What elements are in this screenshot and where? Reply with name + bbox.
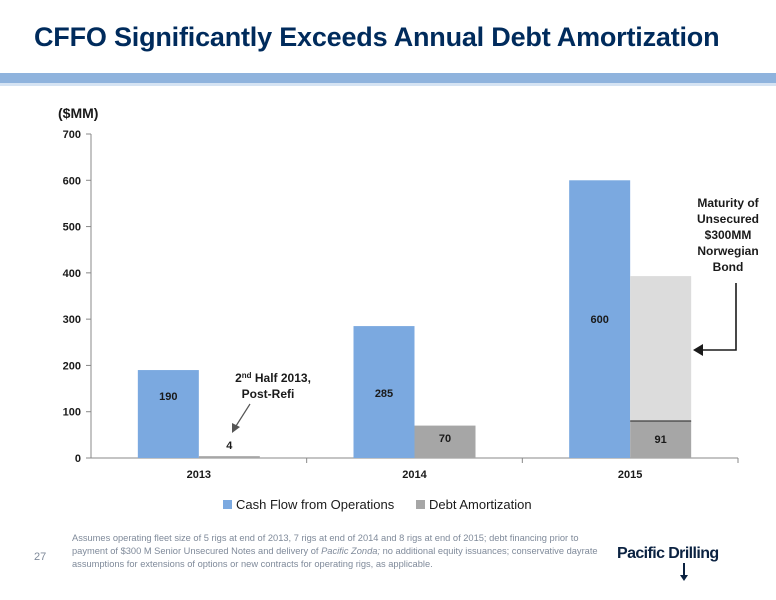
y-tick-label: 100: [63, 407, 81, 419]
annotation-post-refi-arrowhead: [232, 423, 240, 433]
legend-label-debt: Debt Amortization: [429, 497, 532, 512]
annotation-post-refi-line1: 2nd Half 2013,: [235, 371, 311, 386]
debt-bar-2013: [198, 456, 260, 458]
annotation-bond-line-4: Norwegian: [697, 244, 758, 258]
y-tick-label: 400: [63, 268, 81, 280]
legend-swatch-cffo: [223, 500, 232, 509]
cffo-label-2015: 600: [590, 314, 608, 326]
logo-drill-icon: [680, 563, 688, 581]
y-tick-label: 500: [63, 222, 81, 234]
page-number: 27: [34, 551, 47, 563]
y-tick-label: 600: [63, 175, 81, 187]
cffo-bar-2015: [569, 180, 631, 459]
footnote-rig-name: Pacific Zonda;: [321, 546, 381, 556]
bar-chart: ($MM) 0 100 200 300 400 500 600 700 2013 2014 2015 1…: [58, 105, 760, 512]
logo-wordmark: Pacific Drilling: [617, 545, 719, 562]
y-tick-label: 700: [63, 129, 81, 141]
bond-maturity-bar-2015: [630, 276, 692, 421]
y-tick-label: 300: [63, 314, 81, 326]
cffo-bar-2013: [137, 370, 199, 458]
annotation-bond-line-2: Unsecured: [697, 212, 759, 226]
title-underline-bar: [0, 73, 776, 83]
debt-label-2014: 70: [439, 433, 451, 445]
debt-label-2013: 4: [226, 440, 233, 452]
x-tick-label: 2014: [402, 469, 427, 481]
cffo-label-2014: 285: [375, 388, 393, 400]
footnote-text-end: no additional equity issuances; conserva…: [72, 546, 598, 569]
annotation-bond-line-1: Maturity of: [697, 196, 759, 210]
page-title: CFFO Significantly Exceeds Annual Debt A…: [34, 22, 720, 52]
title-underline-highlight: [0, 83, 776, 86]
annotation-bond-line-3: $300MM: [705, 228, 752, 242]
annotation-post-refi-arrow: [235, 403, 251, 427]
footnote-text-start: Assumes operating fleet size of 5 rigs a…: [72, 533, 579, 556]
cffo-bar-2014: [353, 326, 415, 458]
annotation-bond-arrowhead: [693, 344, 703, 356]
annotation-bond-connector: [700, 283, 737, 351]
annotation-post-refi-line2: Post-Refi: [242, 387, 295, 401]
debt-bar-2015: [630, 420, 692, 458]
legend-swatch-debt: [416, 500, 425, 509]
company-logo: Pacific Drilling: [617, 543, 727, 583]
y-tick-label: 0: [75, 453, 81, 465]
debt-bar-2014: [414, 425, 476, 458]
unit-label: ($MM): [58, 105, 98, 121]
x-tick-label: 2013: [187, 469, 211, 481]
cffo-label-2013: 190: [159, 391, 177, 403]
annotation-bond-line-5: Bond: [713, 260, 744, 274]
legend-label-cffo: Cash Flow from Operations: [236, 497, 395, 512]
footnote: Assumes operating fleet size of 5 rigs a…: [72, 532, 607, 571]
y-tick-label: 200: [63, 360, 81, 372]
debt-label-2015: 91: [655, 434, 667, 446]
x-tick-label: 2015: [618, 469, 642, 481]
